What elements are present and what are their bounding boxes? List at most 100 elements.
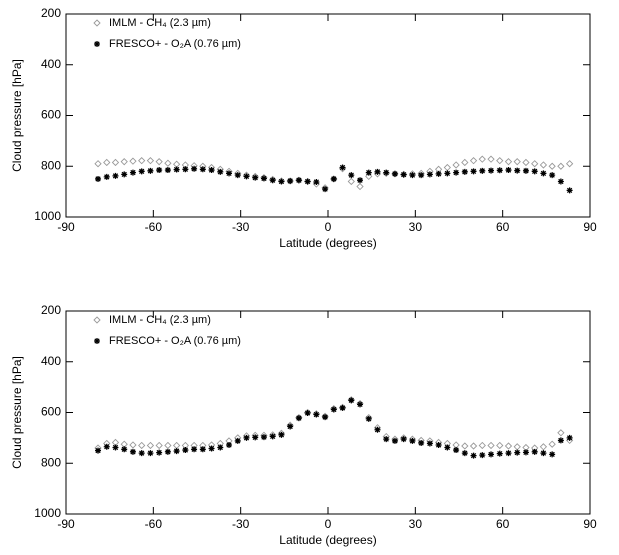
data-point [103,158,111,167]
data-point [313,411,320,418]
y-tick-label: 800 [41,455,61,469]
data-point [164,167,171,174]
data-point [278,178,285,185]
x-tick-label: -90 [57,517,75,531]
data-point [172,160,181,168]
data-point [129,448,136,455]
data-point [443,163,451,172]
data-point [391,170,399,178]
data-point [330,175,337,182]
data-point [470,452,477,459]
data-point [164,448,171,455]
data-point [172,441,181,450]
data-point [269,177,276,184]
x-axis-label: Latitude (degrees) [279,236,376,250]
data-point [330,406,337,413]
x-tick-label: 30 [409,517,423,531]
data-point [391,437,398,444]
x-tick-label: 90 [583,517,597,531]
data-point [496,167,503,174]
data-point [121,446,128,453]
data-point [469,157,478,165]
data-point [121,171,128,178]
data-point [226,170,233,177]
data-point [496,450,503,457]
data-point [479,167,486,174]
data-point [470,168,477,175]
data-point [348,172,355,179]
data-point [478,155,486,163]
data-point [374,168,381,175]
data-point [400,171,407,178]
data-point [566,187,573,194]
data-point [95,447,102,454]
data-point [453,447,460,454]
data-point [504,158,513,166]
data-point [234,172,241,179]
data-point [461,450,468,457]
x-tick-label: 60 [496,220,510,234]
data-point [156,449,163,456]
data-point [557,429,565,437]
data-point [304,410,311,417]
x-tick-label: -60 [145,517,163,531]
data-point [566,434,573,441]
data-point [469,442,478,450]
data-point [182,166,189,173]
data-point [540,170,547,177]
data-point [461,442,469,450]
data-point [365,169,372,176]
data-point [313,178,320,185]
data-point [199,446,206,453]
y-tick-label: 200 [41,6,61,20]
data-point [565,160,574,168]
data-point [549,451,556,458]
data-point [155,158,163,166]
data-point [557,437,564,444]
data-point [94,160,102,168]
data-point [548,162,556,170]
x-tick-label: 30 [409,220,423,234]
data-point [505,167,512,174]
data-point [295,415,302,422]
data-point [129,169,136,176]
data-point [295,177,302,184]
y-axis-label: Cloud pressure [hPa] [10,59,24,172]
data-point [120,158,128,166]
legend-label: FRESCO+ - O₂A (0.76 µm) [109,38,241,50]
data-point [208,445,215,452]
data-point [452,161,460,169]
data-point [557,178,564,185]
data-point [103,443,110,450]
legend-symbol [94,41,100,47]
data-point [513,443,521,451]
data-point [287,177,294,184]
data-point [426,171,433,178]
data-point [514,449,521,456]
data-point [103,173,110,180]
data-point [138,157,146,165]
data-point [95,175,102,182]
data-point [444,444,451,451]
data-point [322,186,329,193]
legend-symbol [93,19,101,27]
legend-label: FRESCO+ - O₂A (0.76 µm) [109,335,241,347]
data-point [234,437,241,444]
data-point [496,157,504,165]
data-point [339,164,346,171]
data-point [505,450,512,457]
data-point [504,442,513,450]
data-point [112,172,119,179]
data-point [374,426,381,433]
y-tick-label: 600 [41,108,61,122]
data-point [182,447,189,454]
data-point [252,174,259,181]
data-point [146,441,155,450]
data-point [191,165,198,172]
data-point [488,451,495,458]
data-point [146,157,155,165]
data-point [173,166,180,173]
data-point [226,441,233,448]
data-point [155,441,163,450]
